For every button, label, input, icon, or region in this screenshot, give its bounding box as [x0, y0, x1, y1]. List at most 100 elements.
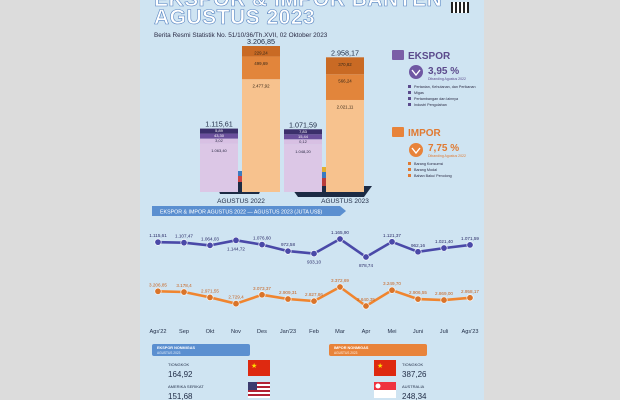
bar-category-label: AGUSTUS 2022 [217, 198, 265, 205]
legend-export-note: Dibanding Agustus 2022 [428, 77, 466, 81]
bar-segment [326, 57, 364, 75]
svg-text:★: ★ [377, 362, 383, 370]
china-flag-icon: ★ [248, 360, 270, 376]
bar-total-label: 1.115,61 [205, 120, 232, 129]
series-point [284, 247, 292, 255]
bar-segment-label: 1.063,40 [211, 148, 227, 153]
legend-item: Pertambangan dan lainnya [414, 97, 459, 101]
data-label: 2.909,31 [279, 290, 297, 295]
bar-total-label: 2.958,17 [331, 48, 359, 57]
data-label: 1.115,61 [149, 233, 167, 238]
data-label: 3.073,37 [253, 286, 271, 291]
legend-item: Pertanian, Kehutanan, dan Perikanan [414, 85, 476, 89]
legend-export-value: 3,95 % [428, 66, 459, 77]
x-tick-label: Apr [362, 329, 371, 335]
series-point [310, 250, 318, 258]
data-label: 2.729,4 [228, 295, 244, 300]
svg-text:★: ★ [251, 362, 257, 370]
series-point [466, 241, 474, 249]
series-point [362, 253, 370, 261]
china-flag-icon: ★ [374, 360, 396, 376]
data-label: 2.971,55 [201, 288, 219, 293]
x-tick-label: Sep [179, 329, 189, 335]
series-point [154, 238, 162, 246]
bar-segment-label: 2.021,11 [337, 104, 354, 109]
legend-swatch [408, 162, 411, 165]
qr-code-icon[interactable] [451, 2, 469, 13]
x-tick-label: Nov [231, 329, 241, 335]
line-chart: 1.115,61 1.107,47 1.064,03 1.144,72 1.076,60… [149, 230, 479, 335]
data-label: 2.869,00 [435, 291, 453, 296]
legend-item: Barang Konsumsi [414, 162, 443, 166]
legend-swatch [408, 85, 411, 88]
export-country-1-name: TIONGKOK [168, 362, 189, 367]
export-marker-icon [392, 50, 404, 60]
legend-import-note: Dibanding Agustus 2022 [428, 154, 466, 158]
legend-swatch [408, 91, 411, 94]
legend-import-heading: IMPOR [408, 128, 442, 139]
export-nonmigas-label: EKSPOR NONMIGAS [157, 346, 195, 350]
series-point [388, 238, 396, 246]
legend-export: EKSPOR 3,95 % Dibanding Agustus 2022 Per… [392, 50, 476, 107]
export-nonmigas-badge [152, 344, 250, 356]
data-label: 1.121,37 [383, 233, 401, 238]
legend-import-value: 7,75 % [428, 143, 459, 154]
legend-item: Industri Pengolahan [414, 103, 447, 107]
bar-segment [200, 128, 238, 134]
series-point [206, 241, 214, 249]
series-point [362, 302, 370, 310]
import-nonmigas-sub: AGUSTUS 2023 [334, 351, 358, 355]
bar-segment [242, 46, 280, 57]
legend-export-heading: EKSPOR [408, 51, 451, 62]
data-label: 878,74 [359, 263, 373, 268]
bar-segment [200, 133, 238, 139]
legend-import: IMPOR 7,75 % Dibanding Agustus 2022 Bara… [392, 127, 466, 178]
series-point [180, 288, 188, 296]
legend-swatch [408, 97, 411, 100]
data-label: 1.064,03 [201, 236, 219, 241]
bar-segment [242, 56, 280, 80]
bar-segment-label: 499,69 [254, 61, 268, 66]
x-tick-label: Ags'22 [150, 329, 167, 335]
import-country-1-name: TIONGKOK [402, 362, 423, 367]
data-label: 2.827,86 [305, 292, 323, 297]
export-nonmigas-sub: AGUSTUS 2023 [157, 351, 181, 355]
bar-segment-label: 7,83 [299, 129, 308, 134]
import-nonmigas-badge [329, 344, 427, 356]
bar-category-label: AGUSTUS 2023 [321, 198, 369, 205]
series-point [310, 297, 318, 305]
export-country-2-name: AMERIKA SERIKAT [168, 384, 204, 389]
bar-segment [284, 139, 322, 145]
bar-segment [284, 129, 322, 135]
import-nonmigas-label: IMPOR NONMIGAS [334, 346, 369, 350]
bar-segment-label: 0,12 [299, 139, 308, 144]
arrow-down-icon [409, 143, 423, 157]
series-point [336, 235, 344, 243]
bar-segment [284, 144, 322, 192]
bar-segment [200, 138, 238, 144]
infographic-poster: EKSPOR & IMPOR BANTEN AGUSTUS 2023 Berit… [140, 0, 484, 400]
bar-total-label: 3.206,85 [247, 37, 275, 46]
data-label: 2.906,55 [409, 290, 427, 295]
data-label: 1.021,40 [435, 239, 453, 244]
legend-swatch [408, 103, 411, 106]
bar-segment-label: 15,44 [298, 134, 309, 139]
bar-segment-label: 5,89 [215, 128, 224, 133]
series-point [440, 296, 448, 304]
title-line-1: EKSPOR & IMPOR BANTEN [154, 0, 442, 12]
bar-segment-label: 43,30 [214, 133, 225, 138]
series-point [232, 236, 240, 244]
ribbon [152, 206, 346, 216]
bar-segment [242, 79, 280, 192]
series-point [180, 239, 188, 247]
subtitle: Berita Resmi Statistik No. 51/10/36/Th.X… [154, 32, 328, 39]
bar-segment [326, 99, 364, 192]
bar-segment-label: 3,02 [215, 138, 224, 143]
chart-canvas: 1.063,403,0243,305,891.115,611.048,200,1… [149, 37, 479, 400]
x-tick-label: Feb [309, 329, 319, 335]
x-tick-label: Des [257, 329, 267, 335]
legend-item: Migas [414, 91, 424, 95]
data-label: 2.958,17 [461, 289, 479, 294]
arrow-down-icon [409, 65, 423, 79]
x-tick-label: Okt [206, 329, 215, 335]
